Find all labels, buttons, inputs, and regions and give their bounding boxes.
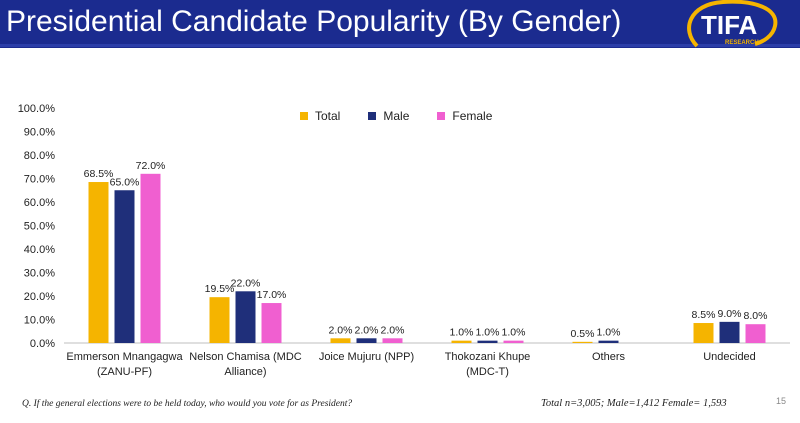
sample-size: Total n=3,005; Male=1,412 Female= 1,593 <box>541 398 727 409</box>
data-label-male: 9.0% <box>718 308 742 320</box>
bar-male <box>719 321 740 343</box>
bar-male <box>235 291 256 343</box>
bar-female <box>745 324 766 343</box>
y-tick-label: 60.0% <box>24 197 55 209</box>
bar-female <box>261 303 282 343</box>
header-bar: Presidential Candidate Popularity (By Ge… <box>0 0 800 48</box>
x-category-label: Undecided <box>703 351 756 363</box>
x-category-label: Emmerson Mnangagwa <box>66 351 183 363</box>
data-label-female: 1.0% <box>502 327 526 339</box>
logo-wordmark: TIFA <box>701 10 758 40</box>
x-category-label: Nelson Chamisa (MDC <box>189 351 302 363</box>
legend-label-female: Female <box>452 109 493 123</box>
legend-label-total: Total <box>315 109 341 123</box>
logo-subtext: RESEARCH <box>725 40 759 46</box>
bar-total <box>330 338 351 343</box>
chart-legend: Total Male Female <box>300 109 492 123</box>
y-tick-label: 30.0% <box>24 268 55 280</box>
y-tick-label: 100.0% <box>18 103 56 115</box>
bar-total <box>572 341 593 343</box>
x-category-label: Alliance) <box>224 366 266 378</box>
data-label-female: 72.0% <box>136 160 166 172</box>
legend-swatch-total <box>300 112 308 120</box>
y-tick-label: 90.0% <box>24 127 55 139</box>
legend-item-male: Male <box>368 109 409 123</box>
y-tick-label: 40.0% <box>24 244 55 256</box>
x-category-label: (ZANU-PF) <box>97 366 152 378</box>
bar-male <box>477 340 498 343</box>
bar-total <box>88 182 109 343</box>
y-tick-label: 0.0% <box>30 338 55 350</box>
survey-question: Q. If the general elections were to be h… <box>22 399 353 409</box>
page-title: Presidential Candidate Popularity (By Ge… <box>6 5 622 38</box>
data-label-male: 2.0% <box>355 324 379 336</box>
bar-male <box>356 338 377 343</box>
bar-female <box>382 338 403 343</box>
legend-item-total: Total <box>300 109 340 123</box>
legend-label-male: Male <box>383 109 410 123</box>
bar-female <box>140 173 161 343</box>
bar-male <box>598 340 619 343</box>
y-tick-label: 10.0% <box>24 315 55 327</box>
data-label-total: 2.0% <box>329 324 353 336</box>
slide-number: 15 <box>776 396 787 406</box>
y-tick-label: 70.0% <box>24 174 55 186</box>
bar-female <box>503 340 524 343</box>
data-label-male: 1.0% <box>597 327 621 339</box>
bar-total <box>693 323 714 343</box>
header-divider <box>0 44 800 47</box>
legend-item-female: Female <box>437 109 492 123</box>
y-tick-label: 50.0% <box>24 221 55 233</box>
data-label-total: 1.0% <box>450 327 474 339</box>
data-label-male: 22.0% <box>231 277 261 289</box>
bar-total <box>451 340 472 343</box>
data-label-male: 1.0% <box>476 327 500 339</box>
data-label-male: 65.0% <box>110 176 140 188</box>
data-label-total: 68.5% <box>84 168 114 180</box>
y-tick-label: 20.0% <box>24 291 55 303</box>
data-label-female: 17.0% <box>257 289 287 301</box>
data-label-female: 8.0% <box>744 310 768 322</box>
x-category-label: Others <box>592 351 626 363</box>
legend-swatch-male <box>368 112 377 120</box>
data-label-total: 8.5% <box>692 309 716 321</box>
x-category-label: (MDC-T) <box>466 366 509 378</box>
bar-total <box>209 297 230 343</box>
y-tick-label: 80.0% <box>24 150 55 162</box>
data-label-female: 2.0% <box>381 324 405 336</box>
legend-swatch-female <box>437 112 446 120</box>
bar-male <box>114 190 135 343</box>
bar-chart: 0.0% 10.0% 20.0% 30.0% 40.0% 50.0% 60.0% 70.0% 8… <box>18 103 790 378</box>
data-label-total: 0.5% <box>571 328 595 340</box>
tifa-logo: TIFA RESEARCH <box>683 0 783 52</box>
x-category-label: Thokozani Khupe <box>445 351 531 363</box>
tifa-logo-graphic: TIFA RESEARCH <box>687 0 778 48</box>
data-label-total: 19.5% <box>205 283 235 295</box>
x-category-label: Joice Mujuru (NPP) <box>319 351 414 363</box>
